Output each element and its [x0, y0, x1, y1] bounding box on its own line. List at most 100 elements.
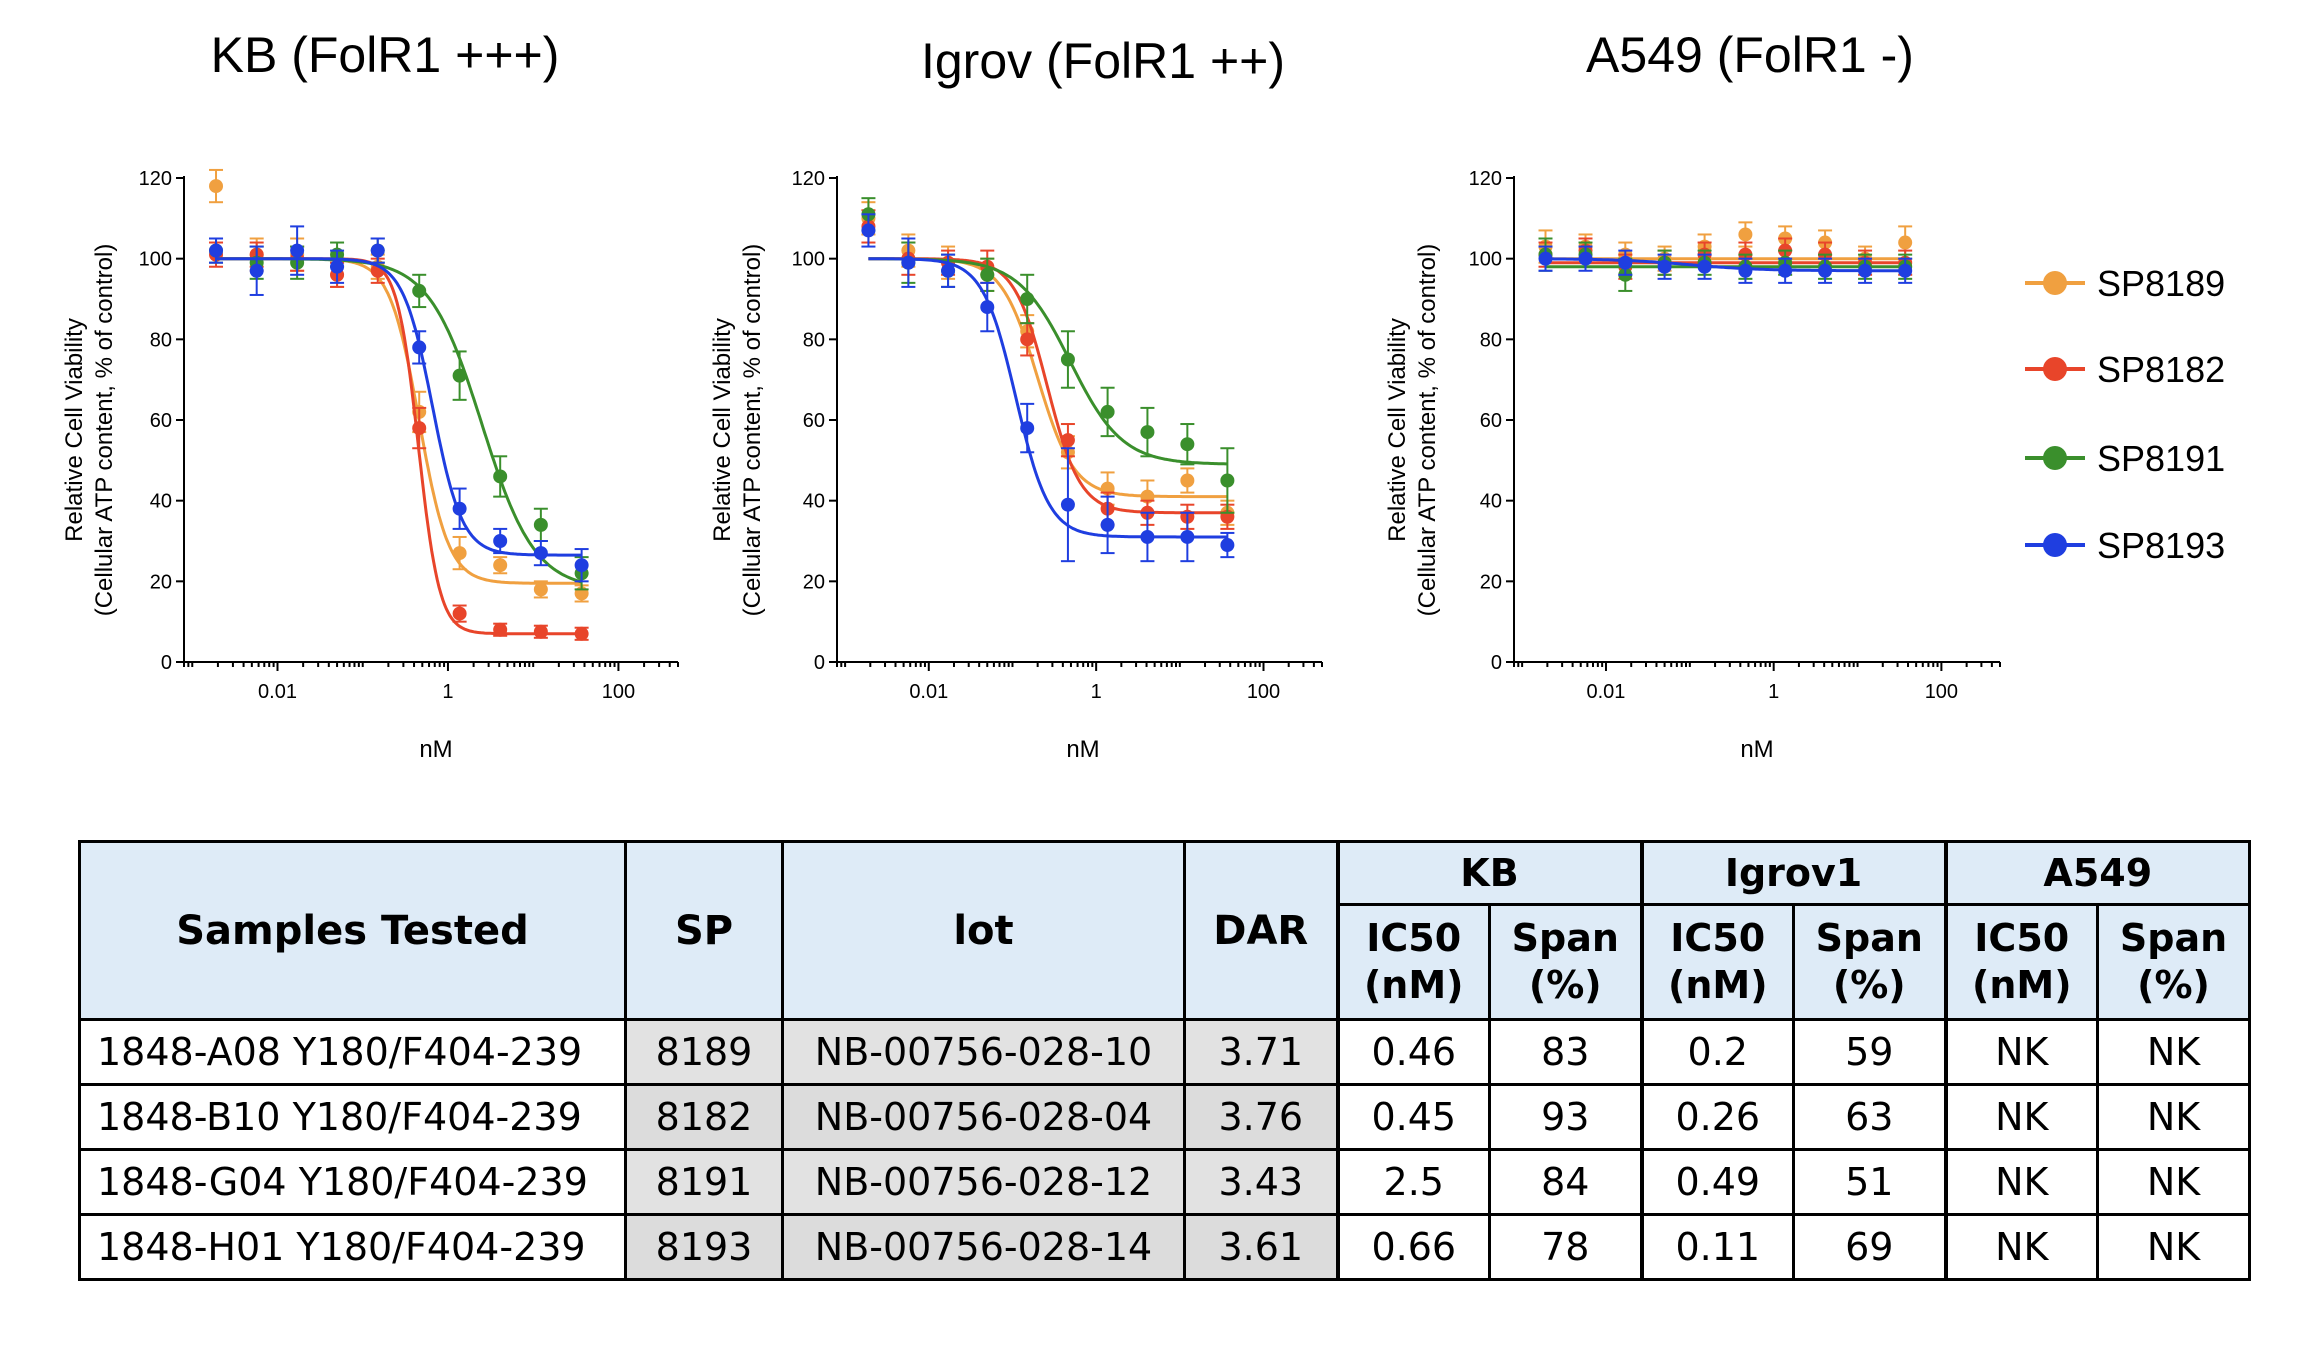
data-point: [412, 421, 427, 436]
cell-a549-ic50: NK: [1943, 1083, 2100, 1151]
y-tick-label: 60: [803, 410, 825, 432]
cell-sp: 8191: [624, 1148, 784, 1216]
data-point: [1140, 529, 1155, 544]
data-point: [980, 300, 995, 315]
legend-swatch-marker: [2043, 446, 2067, 470]
data-point: [1020, 421, 1035, 436]
legend-swatch-marker: [2043, 533, 2067, 557]
x-tick-label: 100: [1247, 681, 1280, 703]
y-tick-label: 80: [803, 329, 825, 351]
cell-igrov1-ic50: 0.26: [1639, 1083, 1796, 1151]
cell-a549-span: NK: [2096, 1148, 2252, 1216]
data-point: [1898, 263, 1913, 278]
chart-panel-3: A549 (FolR1 -) 0 20 40 60 80 100 120 0.01 1 100 nM R…: [1384, 27, 2225, 763]
y-axis-label-line1: Relative Cell Viability: [709, 318, 736, 542]
data-point: [1140, 425, 1155, 440]
cell-dar: 3.61: [1183, 1213, 1339, 1281]
cell-sample: 1848-H01 Y180/F404-239: [78, 1213, 627, 1281]
data-point: [1220, 473, 1235, 488]
data-point: [533, 582, 548, 597]
cell-lot: NB-00756-028-14: [781, 1213, 1186, 1281]
data-point: [1180, 529, 1195, 544]
y-tick-label: 80: [1480, 329, 1502, 351]
cell-kb-ic50: 0.46: [1335, 1018, 1491, 1086]
data-point: [1180, 473, 1195, 488]
x-axis-label: nM: [1740, 736, 1773, 763]
cell-igrov1-span: 69: [1792, 1213, 1948, 1281]
data-point: [574, 626, 589, 641]
fit-curve: [216, 257, 582, 557]
data-point: [941, 263, 956, 278]
y-axis-label-line2: (Cellular ATP content, % of control): [1414, 244, 1441, 617]
y-tick-label: 100: [139, 249, 172, 271]
table-row: 1848-B10 Y180/F404-239 8182 NB-00756-028…: [78, 1083, 2252, 1151]
data-point: [1898, 235, 1913, 250]
legend-swatch-marker: [2043, 357, 2067, 381]
data-point: [412, 340, 427, 355]
cell-dar: 3.71: [1183, 1018, 1339, 1086]
data-point: [533, 624, 548, 639]
data-point: [533, 517, 548, 532]
legend-label: SP8189: [2097, 263, 2225, 304]
cell-igrov1-ic50: 0.2: [1639, 1018, 1796, 1086]
cell-igrov1-ic50: 0.49: [1639, 1148, 1796, 1216]
cell-kb-span: 83: [1487, 1018, 1644, 1086]
header-a549-span: Span (%): [2096, 903, 2252, 1021]
cell-a549-ic50: NK: [1943, 1018, 2100, 1086]
header-lot: lot: [781, 840, 1186, 1021]
y-axis-label-line2: (Cellular ATP content, % of control): [739, 244, 766, 617]
data-point: [1220, 538, 1235, 553]
data-point: [370, 243, 385, 258]
x-tick-label: 1: [1091, 681, 1102, 703]
header-kb-ic50: IC50 (nM): [1335, 903, 1491, 1021]
header-kb-span: Span (%): [1487, 903, 1644, 1021]
cell-lot: NB-00756-028-12: [781, 1148, 1186, 1216]
fit-curve: [216, 257, 582, 636]
cell-dar: 3.43: [1183, 1148, 1339, 1216]
y-tick-label: 80: [150, 329, 172, 351]
data-point: [1618, 255, 1633, 270]
data-point: [1060, 352, 1075, 367]
cell-igrov1-span: 63: [1792, 1083, 1948, 1151]
data-point: [1738, 227, 1753, 242]
x-axis-label: nM: [1066, 736, 1099, 763]
y-tick-label: 100: [1469, 249, 1502, 271]
chart-panel-1: KB (FolR1 +++) 0 20 40 60 80 100 120 0.01 1 100 nM R…: [61, 27, 679, 763]
y-tick-label: 40: [150, 491, 172, 513]
header-igrov1-ic50: IC50 (nM): [1639, 903, 1796, 1021]
series-SP8189: [209, 168, 589, 603]
header-group-kb: KB: [1335, 840, 1644, 906]
y-axis-label-line2: (Cellular ATP content, % of control): [91, 244, 118, 617]
cell-sample: 1848-A08 Y180/F404-239: [78, 1018, 627, 1086]
data-point: [493, 534, 508, 548]
data-point: [1778, 263, 1793, 278]
y-tick-label: 60: [1480, 410, 1502, 432]
data-point: [1020, 332, 1035, 347]
cell-kb-ic50: 0.45: [1335, 1083, 1491, 1151]
x-tick-label: 0.01: [909, 681, 948, 703]
data-point: [1578, 251, 1593, 266]
header-sp: SP: [624, 840, 784, 1021]
data-point: [1100, 517, 1115, 532]
cell-dar: 3.76: [1183, 1083, 1339, 1151]
data-point: [901, 255, 916, 270]
y-tick-label: 60: [150, 410, 172, 432]
data-point: [452, 368, 467, 383]
data-point: [493, 558, 508, 573]
data-point: [330, 259, 345, 274]
legend: SP8189 SP8182 SP8191 SP8193: [2025, 263, 2225, 566]
x-tick-label: 0.01: [258, 681, 297, 703]
data-point: [1538, 251, 1553, 266]
table-row: 1848-H01 Y180/F404-239 8193 NB-00756-028…: [78, 1213, 2252, 1281]
cell-a549-span: NK: [2096, 1083, 2252, 1151]
header-group-igrov1: Igrov1: [1639, 840, 1948, 906]
table-row: 1848-G04 Y180/F404-239 8191 NB-00756-028…: [78, 1148, 2252, 1216]
header-dar: DAR: [1183, 840, 1339, 1021]
y-tick-label: 120: [139, 168, 172, 190]
data-point: [452, 501, 467, 516]
data-point: [1100, 404, 1115, 419]
y-tick-label: 20: [1480, 571, 1502, 593]
cell-kb-ic50: 2.5: [1335, 1148, 1491, 1216]
x-tick-label: 100: [602, 681, 635, 703]
